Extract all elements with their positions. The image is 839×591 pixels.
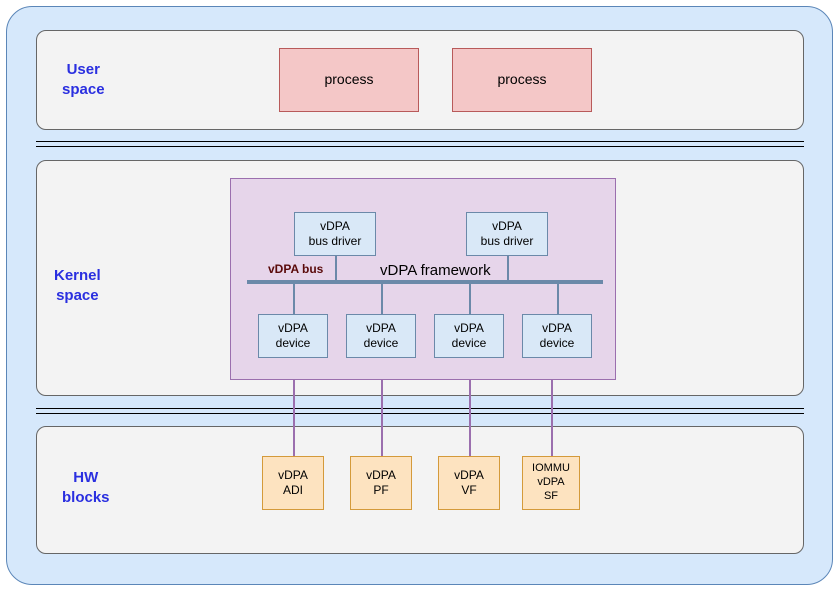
separator-line [36,146,804,147]
vdpa-bus-label: vDPA bus [268,262,323,276]
hw-block-iommu-sf: IOMMUvDPASF [522,456,580,510]
user-space-layer [36,30,804,130]
connector-bus-down [469,282,471,314]
hw-blocks-label: HWblocks [62,468,110,507]
connector-bus-down [557,282,559,314]
hw-block-adi: vDPAADI [262,456,324,510]
connector-bus-up [507,256,509,280]
vdpa-device-box: vDPAdevice [434,314,504,358]
separator-line [36,141,804,142]
process-box: process [279,48,419,112]
hw-block-vf: vDPAVF [438,456,500,510]
vdpa-bus-driver-box: vDPAbus driver [466,212,548,256]
separator-line [36,413,804,414]
vdpa-device-box: vDPAdevice [258,314,328,358]
vdpa-framework-title: vDPA framework [380,262,491,279]
vdpa-bus-driver-box: vDPAbus driver [294,212,376,256]
vdpa-bus-line [247,280,603,284]
connector-bus-down [293,282,295,314]
hw-block-pf: vDPAPF [350,456,412,510]
connector-bus-up [335,256,337,280]
vdpa-device-box: vDPAdevice [346,314,416,358]
separator-line [36,408,804,409]
hw-blocks-layer [36,426,804,554]
user-space-label: Userspace [62,60,105,99]
kernel-space-label: Kernelspace [54,266,101,305]
vdpa-device-box: vDPAdevice [522,314,592,358]
process-box: process [452,48,592,112]
connector-bus-down [381,282,383,314]
diagram-canvas: Userspace Kernelspace HWblocks vDPA fram… [0,0,839,591]
